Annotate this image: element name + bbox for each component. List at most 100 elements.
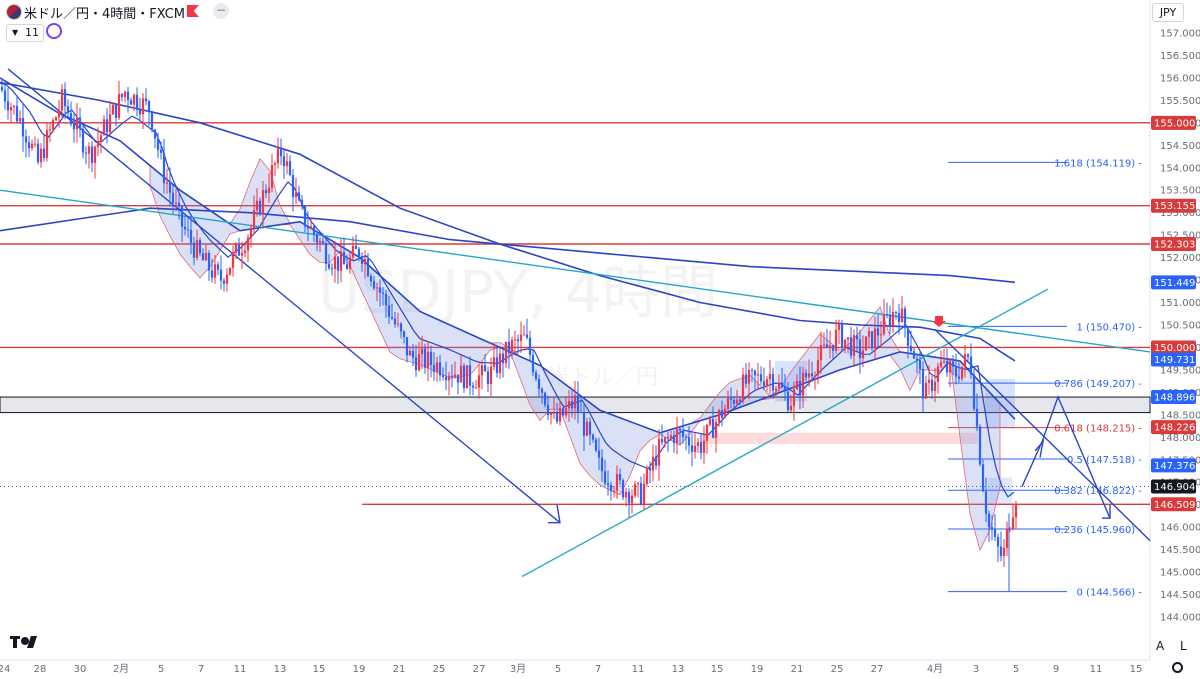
currency-selector[interactable]: JPY	[1152, 3, 1184, 22]
level-badge	[1151, 497, 1196, 512]
candle-body	[519, 334, 523, 342]
candle-body	[894, 312, 898, 314]
candle-body	[522, 334, 526, 336]
candle-body	[252, 210, 256, 229]
tradingview-logo[interactable]	[10, 634, 38, 650]
x-tick-label: 28	[34, 664, 47, 675]
candle-body	[363, 258, 367, 264]
x-tick-label: 19	[751, 664, 764, 675]
arrowhead	[548, 504, 561, 524]
candle-body	[288, 161, 292, 176]
candle-body	[771, 374, 775, 391]
y-tick-label: 149.500	[1160, 365, 1200, 376]
flag-marker-icon[interactable]	[187, 5, 199, 17]
candle-body	[330, 268, 334, 270]
candle-body	[582, 412, 586, 436]
candle-body	[969, 356, 973, 375]
candle-body	[936, 366, 940, 382]
candle-body	[369, 276, 373, 282]
y-tick-label: 156.000	[1160, 73, 1200, 84]
refresh-icon[interactable]	[46, 23, 62, 39]
candle-body	[576, 395, 580, 413]
symbol-title[interactable]: 米ドル／円・4時間・FXCM	[24, 7, 186, 22]
candle-body	[606, 483, 610, 485]
candle-body	[477, 375, 481, 388]
candle-body	[54, 117, 58, 121]
candle-body	[636, 483, 640, 485]
candle-body	[318, 240, 322, 243]
candle-body	[939, 362, 943, 367]
candle-body	[294, 192, 298, 198]
gear-icon[interactable]	[1172, 662, 1183, 673]
candle-body	[810, 373, 814, 377]
candle-body	[27, 142, 31, 149]
candle-body	[201, 253, 205, 261]
axis-badge	[1151, 275, 1196, 290]
candle-body	[603, 471, 607, 484]
candle-body	[486, 371, 490, 385]
candle-body	[870, 331, 874, 349]
x-tick-label: 25	[831, 664, 844, 675]
indicators-collapse-button[interactable]: ▼ 11	[6, 24, 44, 42]
candle-body	[594, 439, 598, 451]
candle-body	[444, 376, 448, 381]
candle-body	[915, 358, 919, 361]
candle-body	[588, 421, 592, 435]
y-tick-label: 153.000	[1160, 208, 1200, 219]
candle-body	[534, 372, 538, 379]
candle-body	[348, 257, 352, 269]
x-tick-label: 5	[555, 664, 561, 675]
candle-body	[51, 120, 55, 130]
candle-body	[804, 372, 808, 378]
candle-body	[432, 364, 436, 372]
candle-body	[729, 398, 733, 400]
candle-body	[909, 345, 913, 352]
candle-body	[849, 337, 853, 356]
candle-body	[195, 240, 199, 258]
candle-body	[837, 323, 841, 330]
candle-body	[741, 374, 745, 402]
candle-body	[660, 439, 664, 443]
candle-body	[798, 380, 802, 396]
candle-body	[207, 252, 211, 271]
candle-body	[609, 484, 613, 491]
axis-badge-label: 151.449	[1154, 278, 1195, 289]
auto-scale-button[interactable]: A	[1156, 639, 1165, 653]
candle-body	[111, 104, 115, 115]
watermark-symbol: USDJPY, 4時間	[318, 258, 718, 326]
candle-body	[45, 130, 49, 158]
candle-body	[933, 381, 937, 392]
candle-body	[468, 365, 472, 386]
candle-body	[702, 440, 706, 453]
x-tick-label: 15	[313, 664, 326, 675]
candle-body	[300, 200, 304, 207]
candle-body	[708, 418, 712, 425]
candle-body	[840, 323, 844, 348]
candle-body	[420, 348, 424, 355]
candle-body	[261, 190, 265, 214]
candle-body	[192, 242, 196, 258]
candle-body	[888, 314, 892, 326]
x-tick-label: 5	[158, 664, 164, 675]
minus-icon[interactable]: −	[213, 3, 229, 19]
candle-body	[315, 234, 319, 243]
candle-body	[297, 192, 301, 201]
y-tick-label: 145.500	[1160, 545, 1200, 556]
candle-body	[960, 366, 964, 379]
candle-body	[216, 264, 220, 270]
candle-body	[945, 361, 949, 373]
candle-body	[291, 175, 295, 198]
candle-body	[693, 445, 697, 452]
candle-body	[789, 405, 793, 411]
candle-body	[1014, 504, 1018, 518]
candle-body	[642, 483, 646, 504]
candle-body	[891, 312, 895, 326]
candle-body	[987, 513, 991, 528]
candle-body	[831, 345, 835, 351]
log-scale-button[interactable]: L	[1180, 639, 1187, 653]
candle-body	[747, 369, 751, 384]
candle-body	[264, 190, 268, 194]
y-tick-label: 152.000	[1160, 253, 1200, 264]
teal-trendline	[521, 288, 1049, 578]
